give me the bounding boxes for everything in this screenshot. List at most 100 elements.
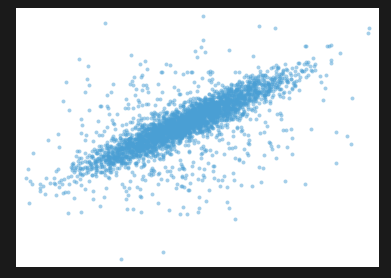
Point bbox=[169, 131, 175, 136]
Point bbox=[223, 111, 229, 115]
Point bbox=[193, 118, 199, 123]
Point bbox=[163, 145, 169, 150]
Point bbox=[102, 158, 108, 162]
Point bbox=[137, 146, 143, 151]
Point bbox=[97, 170, 104, 174]
Point bbox=[131, 139, 137, 144]
Point bbox=[253, 83, 259, 88]
Point bbox=[252, 109, 258, 113]
Point bbox=[147, 133, 154, 137]
Point bbox=[240, 111, 246, 115]
Point bbox=[164, 124, 170, 129]
Point bbox=[119, 156, 125, 160]
Point bbox=[187, 121, 194, 126]
Point bbox=[140, 137, 146, 141]
Point bbox=[161, 135, 167, 140]
Point bbox=[196, 103, 202, 108]
Point bbox=[178, 120, 184, 124]
Point bbox=[242, 83, 248, 88]
Point bbox=[191, 118, 197, 123]
Point bbox=[123, 189, 129, 193]
Point bbox=[217, 184, 224, 188]
Point bbox=[251, 106, 257, 111]
Point bbox=[226, 115, 232, 119]
Point bbox=[142, 178, 149, 182]
Point bbox=[170, 139, 176, 144]
Point bbox=[181, 116, 188, 120]
Point bbox=[106, 170, 113, 174]
Point bbox=[235, 158, 242, 162]
Point bbox=[188, 110, 194, 115]
Point bbox=[217, 98, 223, 102]
Point bbox=[192, 106, 198, 111]
Point bbox=[170, 126, 177, 130]
Point bbox=[228, 116, 234, 121]
Point bbox=[149, 134, 156, 138]
Point bbox=[229, 99, 235, 103]
Point bbox=[225, 96, 231, 100]
Point bbox=[171, 144, 178, 149]
Point bbox=[212, 100, 218, 104]
Point bbox=[149, 150, 156, 155]
Point bbox=[154, 127, 160, 131]
Point bbox=[176, 92, 182, 96]
Point bbox=[259, 93, 265, 97]
Point bbox=[206, 115, 212, 119]
Point bbox=[230, 91, 236, 95]
Point bbox=[97, 160, 104, 164]
Point bbox=[202, 106, 208, 110]
Point bbox=[301, 68, 307, 73]
Point bbox=[169, 130, 176, 135]
Point bbox=[221, 174, 227, 178]
Point bbox=[143, 144, 149, 148]
Point bbox=[139, 145, 145, 150]
Point bbox=[126, 139, 133, 144]
Point bbox=[224, 99, 230, 104]
Point bbox=[153, 138, 160, 143]
Point bbox=[143, 134, 150, 138]
Point bbox=[187, 180, 193, 185]
Point bbox=[228, 106, 235, 110]
Point bbox=[176, 140, 183, 145]
Point bbox=[239, 96, 245, 100]
Point bbox=[182, 120, 188, 125]
Point bbox=[187, 121, 193, 125]
Point bbox=[246, 138, 252, 142]
Point bbox=[198, 103, 204, 107]
Point bbox=[68, 174, 74, 178]
Point bbox=[199, 119, 205, 123]
Point bbox=[214, 107, 220, 112]
Point bbox=[257, 90, 263, 95]
Point bbox=[217, 113, 224, 118]
Point bbox=[262, 93, 268, 98]
Point bbox=[190, 120, 196, 124]
Point bbox=[135, 135, 141, 139]
Point bbox=[119, 161, 126, 165]
Point bbox=[187, 121, 194, 125]
Point bbox=[233, 87, 240, 92]
Point bbox=[166, 130, 172, 134]
Point bbox=[127, 132, 134, 136]
Point bbox=[189, 116, 195, 120]
Point bbox=[171, 85, 178, 90]
Point bbox=[202, 103, 208, 107]
Point bbox=[245, 88, 251, 93]
Point bbox=[145, 144, 151, 148]
Point bbox=[278, 87, 284, 91]
Point bbox=[344, 133, 350, 138]
Point bbox=[105, 148, 111, 153]
Point bbox=[192, 118, 199, 122]
Point bbox=[179, 119, 186, 123]
Point bbox=[210, 120, 217, 124]
Point bbox=[265, 86, 272, 90]
Point bbox=[120, 151, 127, 155]
Point bbox=[77, 166, 83, 171]
Point bbox=[242, 73, 249, 77]
Point bbox=[233, 83, 239, 88]
Point bbox=[241, 93, 247, 98]
Point bbox=[155, 201, 161, 206]
Point bbox=[194, 112, 201, 116]
Point bbox=[196, 121, 202, 125]
Point bbox=[86, 108, 92, 113]
Point bbox=[251, 90, 257, 94]
